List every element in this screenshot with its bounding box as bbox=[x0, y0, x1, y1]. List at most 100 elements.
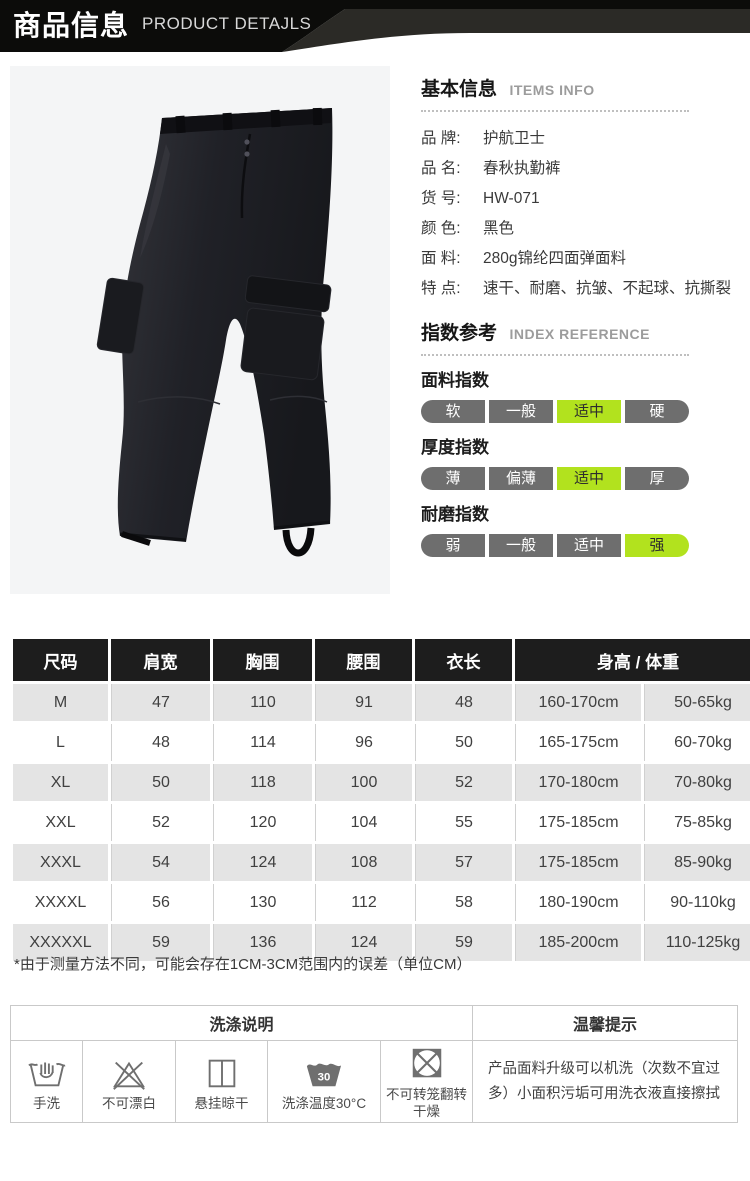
size-cell: 120 bbox=[213, 804, 312, 841]
tips-heading: 温馨提示 bbox=[572, 1017, 637, 1034]
size-cell: 59 bbox=[111, 924, 210, 961]
no-bleach-icon bbox=[113, 1061, 145, 1090]
care-label: 不可漂白 bbox=[102, 1095, 156, 1111]
care-box-header: 洗涤说明 温馨提示 bbox=[11, 1006, 737, 1041]
wash-instructions-heading: 洗涤说明 bbox=[11, 1006, 473, 1040]
size-cell: 91 bbox=[315, 684, 412, 721]
tips-text: 产品面料升级可以机洗（次数不宜过多）小面积污垢可用洗衣液直接擦拭 bbox=[488, 1060, 720, 1102]
info-column: 基本信息 ITEMS INFO 品 牌: 护航卫士 品 名: 春秋执勤裤 货 号… bbox=[421, 74, 750, 557]
size-cell: XXXXL bbox=[13, 884, 108, 921]
index-pill: 强 bbox=[625, 534, 689, 557]
care-label: 不可转笼翻转干燥 bbox=[386, 1087, 467, 1119]
no-tumble-dry-icon bbox=[412, 1048, 441, 1078]
cargo-pants-image bbox=[96, 107, 333, 557]
size-cell: XXXXXL bbox=[13, 924, 108, 961]
page-subtitle: PRODUCT DETAJLS bbox=[142, 14, 312, 33]
info-label: 品 牌: bbox=[421, 130, 461, 147]
info-label: 颜 色: bbox=[421, 220, 461, 237]
info-row-brand: 品 牌: 护航卫士 bbox=[421, 130, 750, 147]
size-cell: 57 bbox=[415, 844, 512, 881]
index-pill: 一般 bbox=[489, 534, 553, 557]
col-header-height-weight: 身高 / 体重 bbox=[515, 639, 750, 681]
size-cell: 110-125kg bbox=[644, 924, 750, 961]
size-cell: 165-175cm bbox=[515, 724, 641, 761]
index-group-thickness: 厚度指数 薄 偏薄 适中 厚 bbox=[421, 433, 750, 490]
size-cell: 52 bbox=[415, 764, 512, 801]
size-cell: 100 bbox=[315, 764, 412, 801]
basic-info-subtitle: ITEMS INFO bbox=[509, 82, 595, 98]
index-group-abrasion: 耐磨指数 弱 一般 适中 强 bbox=[421, 500, 750, 557]
info-label: 特 点: bbox=[421, 280, 461, 297]
size-row-m: M 47 110 91 48 160-170cm 50-65kg bbox=[13, 684, 750, 721]
size-cell: 136 bbox=[213, 924, 312, 961]
size-cell: 124 bbox=[213, 844, 312, 881]
index-pill: 薄 bbox=[421, 467, 485, 490]
wash-temp-value: 30 bbox=[318, 1071, 331, 1083]
info-label: 货 号: bbox=[421, 190, 461, 207]
index-group-fabric: 面料指数 软 一般 适中 硬 bbox=[421, 366, 750, 423]
size-cell: L bbox=[13, 724, 108, 761]
col-header-waist: 腰围 bbox=[315, 639, 412, 681]
care-label: 洗涤温度30°C bbox=[281, 1095, 367, 1111]
index-pills-abrasion: 弱 一般 适中 强 bbox=[421, 534, 689, 557]
info-value: 280g锦纶四面弹面料 bbox=[483, 250, 626, 267]
index-pill: 适中 bbox=[557, 467, 621, 490]
hang-dry-icon bbox=[208, 1059, 235, 1087]
size-cell: 70-80kg bbox=[644, 764, 750, 801]
info-label: 品 名: bbox=[421, 160, 461, 177]
col-header-shoulder: 肩宽 bbox=[111, 639, 210, 681]
care-cell-hang-dry: 悬挂晾干 bbox=[176, 1041, 268, 1123]
care-cell-wash-temp: 30 洗涤温度30°C bbox=[268, 1041, 381, 1123]
size-cell: 52 bbox=[111, 804, 210, 841]
index-pill: 一般 bbox=[489, 400, 553, 423]
index-group-label: 耐磨指数 bbox=[421, 505, 489, 524]
info-value: HW-071 bbox=[483, 190, 540, 207]
product-photo bbox=[10, 66, 390, 594]
size-cell: 50 bbox=[415, 724, 512, 761]
hand-wash-icon bbox=[27, 1062, 65, 1086]
size-cell: 114 bbox=[213, 724, 312, 761]
header-title-group: 商品信息 PRODUCT DETAJLS bbox=[13, 0, 311, 48]
size-cell: 96 bbox=[315, 724, 412, 761]
size-cell: 124 bbox=[315, 924, 412, 961]
col-header-chest: 胸围 bbox=[213, 639, 312, 681]
measurement-note: *由于测量方法不同，可能会存在1CM-3CM范围内的误差（单位CM） bbox=[14, 956, 472, 973]
size-cell: 48 bbox=[415, 684, 512, 721]
size-row-xxl: XXL 52 120 104 55 175-185cm 75-85kg bbox=[13, 804, 750, 841]
size-cell: 60-70kg bbox=[644, 724, 750, 761]
care-instructions-box: 洗涤说明 温馨提示 手洗 不可漂白 bbox=[10, 1005, 738, 1123]
size-row-xl: XL 50 118 100 52 170-180cm 70-80kg bbox=[13, 764, 750, 801]
size-cell: M bbox=[13, 684, 108, 721]
size-cell: 160-170cm bbox=[515, 684, 641, 721]
info-row-features: 特 点: 速干、耐磨、抗皱、不起球、抗撕裂 bbox=[421, 280, 750, 297]
size-row-l: L 48 114 96 50 165-175cm 60-70kg bbox=[13, 724, 750, 761]
care-label: 手洗 bbox=[33, 1095, 60, 1111]
size-cell: 104 bbox=[315, 804, 412, 841]
index-pill: 软 bbox=[421, 400, 485, 423]
header-swoosh-graphic bbox=[0, 0, 750, 52]
care-cell-hand-wash: 手洗 bbox=[11, 1041, 83, 1123]
index-pill: 弱 bbox=[421, 534, 485, 557]
index-pill: 适中 bbox=[557, 400, 621, 423]
size-row-xxxxl: XXXXL 56 130 112 58 180-190cm 90-110kg bbox=[13, 884, 750, 921]
size-cell: 110 bbox=[213, 684, 312, 721]
index-pill: 偏薄 bbox=[489, 467, 553, 490]
size-cell: 175-185cm bbox=[515, 844, 641, 881]
index-reference-heading: 指数参考 INDEX REFERENCE bbox=[421, 318, 689, 356]
size-cell: 50 bbox=[111, 764, 210, 801]
page-header: 商品信息 PRODUCT DETAJLS bbox=[0, 0, 750, 52]
info-value: 护航卫士 bbox=[483, 130, 546, 147]
care-box-body: 手洗 不可漂白 悬挂晾干 30 bbox=[11, 1041, 737, 1123]
info-value: 速干、耐磨、抗皱、不起球、抗撕裂 bbox=[483, 280, 732, 297]
info-value: 黑色 bbox=[483, 220, 515, 237]
size-cell: 55 bbox=[415, 804, 512, 841]
size-cell: XXL bbox=[13, 804, 108, 841]
wash-temp-icon: 30 bbox=[306, 1063, 342, 1086]
size-cell: 50-65kg bbox=[644, 684, 750, 721]
size-cell: 56 bbox=[111, 884, 210, 921]
size-cell: 108 bbox=[315, 844, 412, 881]
care-label: 悬挂晾干 bbox=[194, 1095, 249, 1111]
size-table: 尺码 肩宽 胸围 腰围 衣长 身高 / 体重 M 47 110 91 48 16… bbox=[10, 636, 750, 964]
col-header-length: 衣长 bbox=[415, 639, 512, 681]
